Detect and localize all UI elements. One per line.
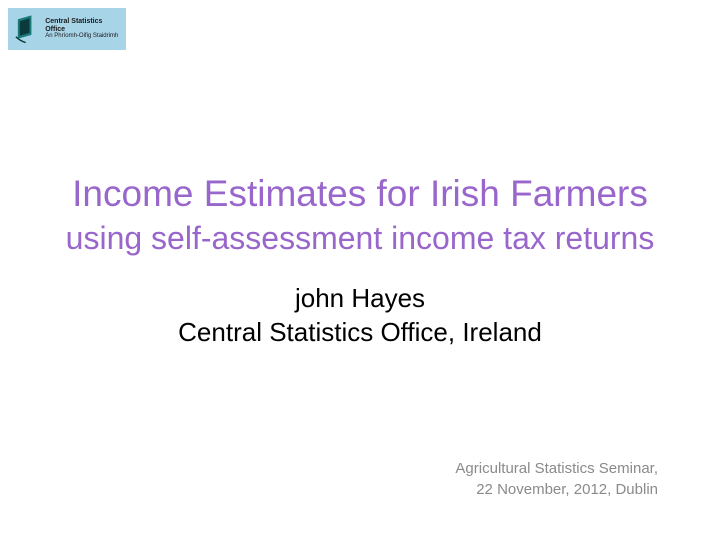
logo-line-2: An Phríomh-Oifig Staidrimh	[45, 33, 122, 40]
author-org: Central Statistics Office, Ireland	[0, 316, 720, 350]
author-block: john Hayes Central Statistics Office, Ir…	[0, 282, 720, 350]
logo-line-1: Central Statistics Office	[45, 18, 122, 33]
footer-block: Agricultural Statistics Seminar, 22 Nove…	[455, 458, 658, 500]
footer-line-1: Agricultural Statistics Seminar,	[455, 458, 658, 479]
logo-text: Central Statistics Office An Phríomh-Oif…	[45, 18, 122, 40]
logo-box: Central Statistics Office An Phríomh-Oif…	[8, 8, 126, 50]
title-sub: using self-assessment income tax returns	[0, 218, 720, 258]
logo-mark-icon	[12, 13, 39, 45]
author-name: john Hayes	[0, 282, 720, 316]
title-main: Income Estimates for Irish Farmers	[0, 172, 720, 216]
footer-line-2: 22 November, 2012, Dublin	[455, 479, 658, 500]
title-block: Income Estimates for Irish Farmers using…	[0, 172, 720, 258]
